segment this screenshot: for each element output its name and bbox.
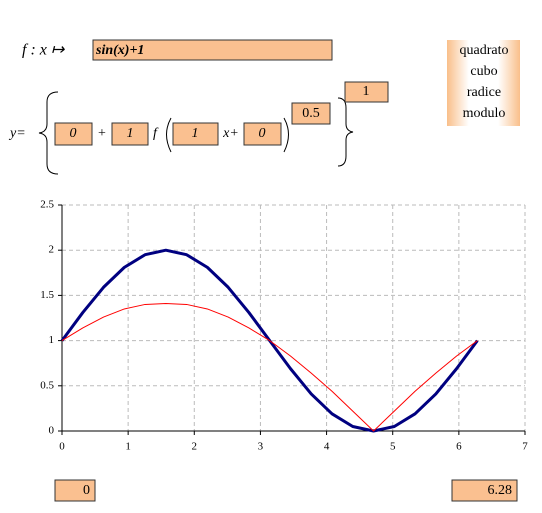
function-input[interactable]: sin(x)+1 [95, 43, 144, 58]
operator: x+ [222, 126, 239, 141]
y-tick-label: 0 [49, 425, 55, 437]
y-label: y= [8, 126, 26, 141]
menu-item[interactable]: radice [467, 85, 501, 100]
range-max[interactable]: 6.28 [488, 483, 513, 498]
input-box[interactable] [243, 122, 282, 146]
operator: + [98, 126, 106, 141]
input-d[interactable]: 0 [259, 126, 266, 141]
range-min[interactable]: 0 [83, 483, 90, 498]
input-b[interactable]: 1 [127, 126, 134, 141]
y-tick-label: 2.5 [40, 199, 54, 211]
menu-item[interactable]: modulo [463, 106, 506, 121]
x-tick-label: 3 [258, 441, 264, 453]
input-exponent[interactable]: 0.5 [302, 106, 320, 121]
input-box[interactable] [291, 102, 331, 125]
y-tick-label: 0.5 [40, 379, 54, 391]
chart: 0 0.5 1 1.5 2 2.5 0 1 2 3 4 5 6 7 [40, 199, 528, 453]
y-tick-label: 1 [49, 334, 55, 346]
x-tick-label: 6 [456, 441, 462, 453]
menu-item[interactable]: quadrato [460, 43, 509, 58]
x-tick-label: 5 [390, 441, 396, 453]
x-tick-label: 1 [125, 441, 131, 453]
left-brace [38, 91, 59, 175]
input-box[interactable] [54, 122, 93, 146]
x-tick-label: 2 [192, 441, 198, 453]
x-tick-label: 4 [324, 441, 330, 453]
function-input-box[interactable] [92, 39, 333, 61]
function-label: f : x ↦ [22, 42, 65, 59]
input-box[interactable] [451, 479, 518, 502]
input-box[interactable] [111, 122, 149, 146]
input-box[interactable] [172, 122, 219, 146]
input-box[interactable] [344, 81, 389, 103]
input-a[interactable]: 0 [70, 126, 77, 141]
y-tick-label: 1.5 [40, 289, 54, 301]
function-symbol: f [153, 126, 159, 141]
input-box[interactable] [54, 479, 96, 502]
input-outer[interactable]: 1 [363, 84, 370, 99]
right-paren [283, 117, 289, 153]
x-tick-label: 0 [59, 441, 65, 453]
series-line [61, 303, 478, 432]
menu-item[interactable]: cubo [470, 64, 497, 79]
menu [447, 40, 520, 126]
x-tick-label: 7 [522, 441, 528, 453]
left-paren [166, 117, 172, 153]
y-tick-label: 2 [49, 244, 55, 256]
right-brace [337, 97, 354, 167]
input-c[interactable]: 1 [192, 126, 199, 141]
